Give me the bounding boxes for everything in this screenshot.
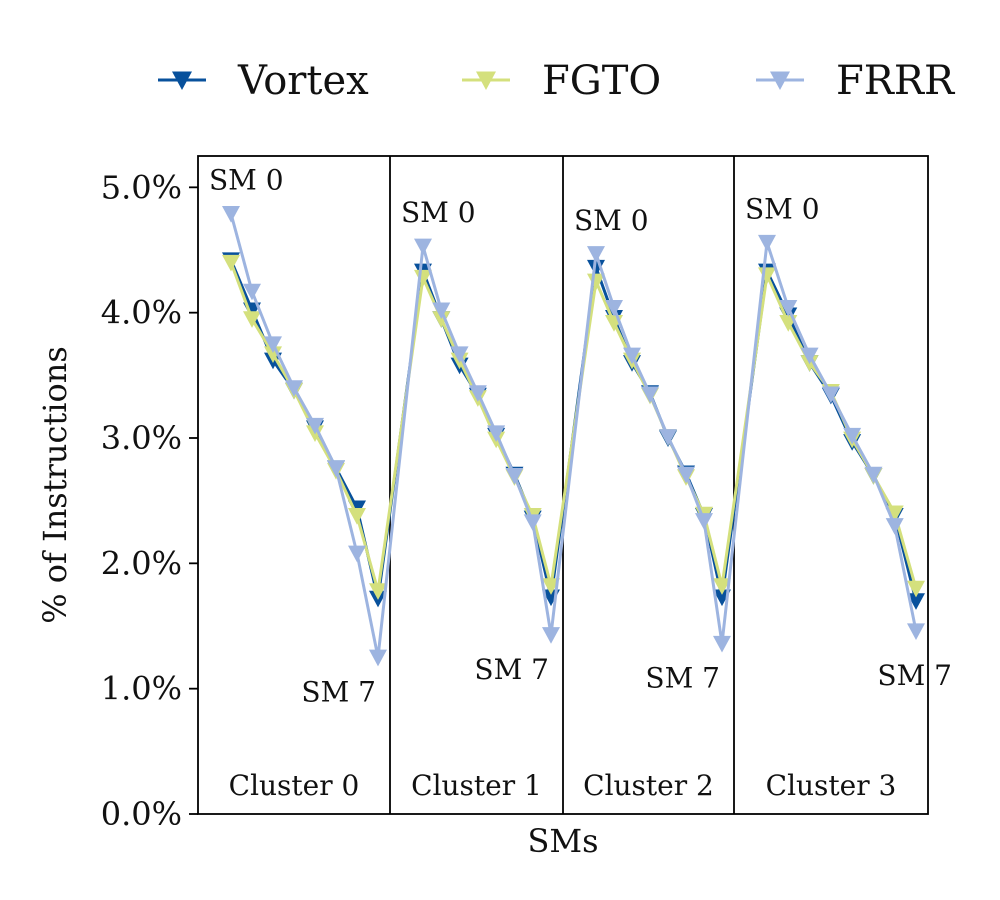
data-point <box>623 347 641 365</box>
y-tick-label: 0.0% <box>101 795 182 833</box>
data-point <box>369 649 387 667</box>
data-point <box>432 311 451 328</box>
data-point <box>264 336 282 353</box>
series-frrr <box>222 206 925 667</box>
data-point <box>641 386 659 404</box>
plot-area: Cluster 0 Cluster 1 Cluster 2 Cluster 3 SM 0… <box>197 155 952 815</box>
data-point <box>885 518 904 535</box>
data-point <box>348 508 366 525</box>
series-fgto <box>222 254 925 600</box>
data-point <box>222 254 240 272</box>
data-point <box>758 234 776 252</box>
data-point <box>487 425 506 442</box>
cluster-label: Cluster 1 <box>411 769 542 802</box>
data-point <box>587 273 605 291</box>
legend-label: FRRR <box>836 58 956 104</box>
data-point <box>779 300 798 317</box>
y-tick-label: 2.0% <box>101 544 182 582</box>
data-point <box>885 505 904 523</box>
series-line <box>229 213 918 659</box>
data-point <box>450 346 469 364</box>
data-point <box>821 386 840 404</box>
annotation-label: SM 7 <box>877 659 952 692</box>
data-point <box>907 623 925 641</box>
legend: Vortex FGTO FRRR <box>158 58 956 104</box>
cluster-label: Cluster 3 <box>766 769 897 802</box>
data-point <box>243 283 261 301</box>
y-axis: 0.0% 1.0% 2.0% 3.0% 4.0% 5.0% <box>101 168 198 833</box>
series-line <box>229 262 918 593</box>
data-point <box>659 429 677 446</box>
annotation-label: SM 7 <box>645 662 720 695</box>
y-tick-label: 3.0% <box>101 419 182 457</box>
legend-label: FGTO <box>542 58 661 104</box>
data-point <box>523 514 542 531</box>
legend-label: Vortex <box>237 58 369 104</box>
data-point <box>243 311 261 328</box>
data-point <box>348 545 366 563</box>
data-point <box>542 578 560 595</box>
legend-marker <box>172 71 192 90</box>
data-point <box>432 302 451 320</box>
data-point <box>695 513 713 530</box>
annotation-label: SM 0 <box>209 164 284 197</box>
data-point <box>907 593 925 610</box>
legend-item-frrr: FRRR <box>756 58 956 104</box>
data-point <box>713 635 731 653</box>
data-point <box>222 206 240 223</box>
x-axis-label: SMs <box>527 822 598 860</box>
data-point <box>414 238 432 256</box>
annotation-label: SM 0 <box>574 204 649 237</box>
cluster-label: Cluster 0 <box>229 769 360 802</box>
data-point <box>843 427 862 445</box>
legend-marker <box>476 71 496 90</box>
data-point <box>800 347 819 365</box>
data-point <box>713 578 731 595</box>
y-tick-label: 4.0% <box>101 294 182 332</box>
data-point <box>677 466 695 484</box>
data-point <box>605 300 623 317</box>
data-point <box>285 380 303 397</box>
cluster-label: Cluster 2 <box>583 769 714 802</box>
y-tick-label: 5.0% <box>101 168 182 206</box>
data-point <box>505 467 524 485</box>
annotation-label: SM 0 <box>401 196 476 229</box>
annotation-label: SM 7 <box>301 675 376 708</box>
data-point <box>468 385 487 402</box>
legend-item-vortex: Vortex <box>158 58 369 104</box>
annotation-label: SM 0 <box>745 192 820 225</box>
data-point <box>864 466 883 484</box>
legend-item-fgto: FGTO <box>462 58 661 104</box>
data-point <box>369 583 387 600</box>
y-tick-label: 1.0% <box>101 670 182 708</box>
data-point <box>327 460 345 478</box>
annotation-label: SM 7 <box>474 653 549 686</box>
data-point <box>306 417 324 435</box>
data-point <box>542 627 560 644</box>
y-axis-label: % of Instructions <box>36 346 74 624</box>
legend-marker <box>770 71 790 90</box>
data-point <box>907 580 925 598</box>
data-point <box>587 246 605 263</box>
